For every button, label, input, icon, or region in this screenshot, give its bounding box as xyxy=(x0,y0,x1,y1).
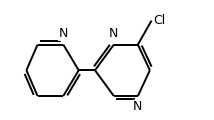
Text: N: N xyxy=(133,100,143,113)
Text: Cl: Cl xyxy=(154,14,166,27)
Text: N: N xyxy=(59,27,68,40)
Text: N: N xyxy=(109,27,119,40)
